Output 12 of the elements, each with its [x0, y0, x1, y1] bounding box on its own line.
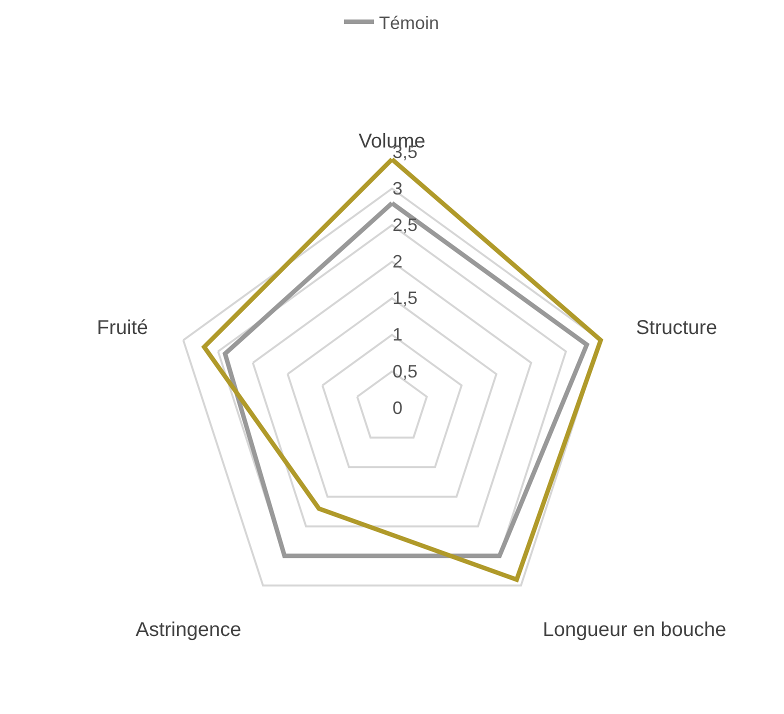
spoke-label: Longueur en bouche [542, 618, 726, 641]
y-tick-label: 0,5 [392, 361, 418, 382]
y-tick-label: 1,5 [392, 288, 418, 308]
spoke-label: Fruité [96, 317, 148, 340]
y-tick-label: 1 [392, 324, 403, 345]
y-tick-label: 2,5 [392, 214, 418, 235]
y-tick-label: 2 [392, 252, 403, 272]
legend-label: Témoin [379, 12, 440, 33]
spoke-label: Astringence [136, 618, 242, 641]
y-tick-label: 3 [392, 178, 403, 198]
spoke-label: Structure [636, 317, 718, 340]
y-tick-label: 0 [392, 398, 403, 418]
